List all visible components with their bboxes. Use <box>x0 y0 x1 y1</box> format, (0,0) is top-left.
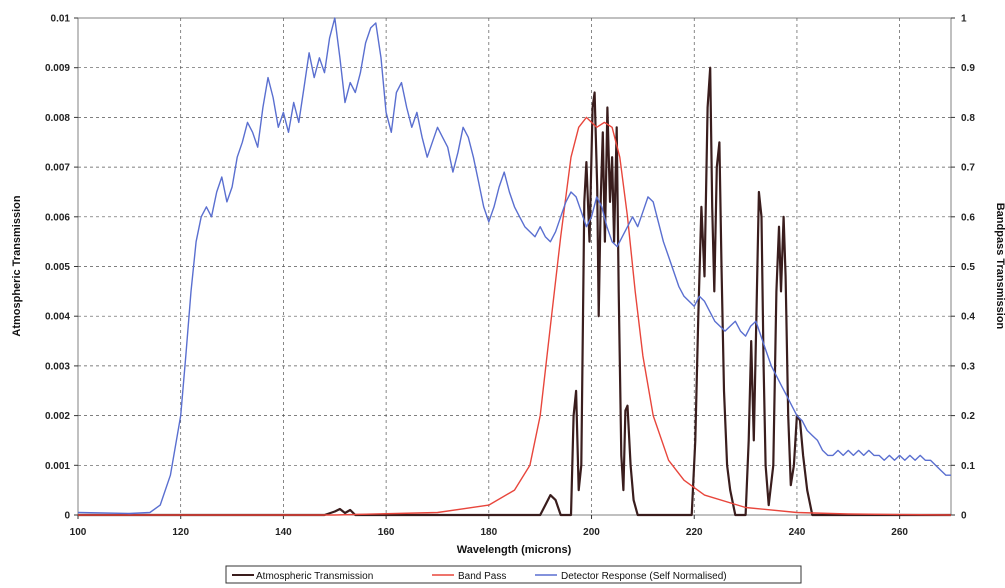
y-right-tick-label: 0.1 <box>961 461 975 472</box>
y-right-tick-label: 0.6 <box>961 212 975 223</box>
y-left-tick-label: 0 <box>64 511 70 522</box>
y-left-tick-label: 0.005 <box>45 262 70 273</box>
x-tick-label: 240 <box>789 527 806 538</box>
y-right-tick-label: 0.9 <box>961 63 975 74</box>
x-tick-label: 260 <box>891 527 908 538</box>
y-right-tick-label: 0.8 <box>961 113 975 124</box>
y-left-tick-label: 0.006 <box>45 212 70 223</box>
y-left-axis-ticks: 0 0.001 0.002 0.003 0.004 0.005 0.006 0.007 0.00… <box>45 14 78 522</box>
y-left-tick-label: 0.01 <box>51 14 71 25</box>
x-tick-label: 160 <box>378 527 395 538</box>
x-tick-label: 220 <box>686 527 703 538</box>
series-detector-response <box>77 17 951 515</box>
y-right-tick-label: 0.5 <box>961 262 975 273</box>
y-left-tick-label: 0.001 <box>45 461 70 472</box>
y-left-tick-label: 0.008 <box>45 113 70 124</box>
x-axis-ticks: 100 120 140 160 180 200 220 240 260 <box>70 515 908 538</box>
y-left-tick-label: 0.003 <box>45 361 70 372</box>
legend-label-atmospheric: Atmospheric Transmission <box>256 571 373 582</box>
series-atmospheric-transmission <box>78 66 951 517</box>
y-right-tick-label: 0 <box>961 511 967 522</box>
series-band-pass <box>78 116 952 516</box>
legend-label-bandpass: Band Pass <box>458 571 506 582</box>
y-right-tick-label: 0.4 <box>961 312 975 323</box>
y-left-tick-label: 0.009 <box>45 63 70 74</box>
x-tick-label: 100 <box>70 527 87 538</box>
y-left-tick-label: 0.007 <box>45 163 70 174</box>
legend-label-detector: Detector Response (Self Normalised) <box>561 571 727 582</box>
series-layer <box>77 17 952 517</box>
legend-box <box>225 565 802 584</box>
y-right-tick-label: 1 <box>961 14 967 25</box>
y-right-tick-label: 0.7 <box>961 163 975 174</box>
x-tick-label: 200 <box>583 527 600 538</box>
y-left-tick-label: 0.002 <box>45 411 70 422</box>
y-right-axis-title: Bandpass Transmission <box>994 203 1005 330</box>
y-left-axis-title: Atmospheric Transmission <box>11 195 23 336</box>
y-right-tick-label: 0.3 <box>961 361 975 372</box>
x-tick-label: 120 <box>172 527 189 538</box>
y-right-axis-ticks: 0 0.1 0.2 0.3 0.4 0.5 0.6 0.7 0.8 0.9 1 <box>951 14 975 522</box>
x-tick-label: 180 <box>480 527 497 538</box>
y-left-tick-label: 0.004 <box>45 312 70 323</box>
y-right-tick-label: 0.2 <box>961 411 975 422</box>
legend: Atmospheric Transmission Band Pass Detec… <box>225 565 802 584</box>
plot-area <box>77 17 952 516</box>
x-axis-title: Wavelength (microns) <box>457 544 572 556</box>
x-tick-label: 140 <box>275 527 292 538</box>
